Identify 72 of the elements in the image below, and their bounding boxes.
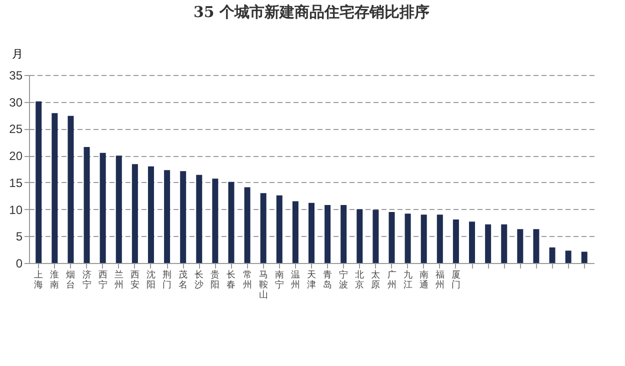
x-tick-label: 西宁 xyxy=(98,270,108,290)
bar xyxy=(581,252,588,263)
y-axis-title: 月 xyxy=(12,48,23,60)
y-tick-label: 20 xyxy=(9,149,23,164)
bar xyxy=(340,204,347,263)
bar xyxy=(372,210,379,263)
x-tick-label: 南宁 xyxy=(274,270,284,290)
x-tick-label: 长沙 xyxy=(194,270,204,290)
y-tick-label: 25 xyxy=(9,122,23,136)
bar xyxy=(132,164,138,263)
bar xyxy=(116,156,122,263)
bar xyxy=(100,152,106,263)
bar xyxy=(549,247,556,263)
x-tick-label: 贵阳 xyxy=(210,270,220,290)
x-tick-label: 西安 xyxy=(130,270,140,290)
bar xyxy=(52,113,58,263)
x-tick-label: 南通 xyxy=(419,270,428,290)
bar xyxy=(324,204,331,263)
bar xyxy=(212,178,218,263)
bar xyxy=(180,171,186,263)
bar xyxy=(84,146,90,263)
x-tick-label: 兰州 xyxy=(114,270,124,290)
bar xyxy=(196,174,202,263)
x-tick-label: 常州 xyxy=(242,270,252,290)
x-tick-label: 茂名 xyxy=(178,270,188,290)
x-tick-label: 太原 xyxy=(371,270,380,290)
bar xyxy=(244,187,250,263)
x-tick-label: 厦门 xyxy=(451,270,460,290)
y-tick-label: 30 xyxy=(9,95,23,110)
x-tick-label: 广州 xyxy=(387,270,396,290)
bar xyxy=(404,214,411,263)
bar xyxy=(420,214,427,263)
x-tick-label: 温州 xyxy=(290,270,300,290)
x-tick-label: 济宁 xyxy=(82,270,92,290)
x-tick-label: 北京 xyxy=(355,270,364,290)
bar xyxy=(501,224,508,263)
x-tick-label: 沈阳 xyxy=(146,270,156,290)
bar xyxy=(36,101,42,263)
bar xyxy=(164,170,170,263)
x-tick-label: 马鞍山 xyxy=(258,270,268,300)
y-tick-label: 0 xyxy=(16,256,23,270)
bar xyxy=(565,250,572,263)
bar xyxy=(517,229,524,263)
chart-title: 35 个城市新建商品住宅存销比排序 xyxy=(193,3,430,21)
bar xyxy=(68,116,74,263)
x-tick-label: 上海 xyxy=(34,270,44,290)
bar xyxy=(356,209,363,263)
x-tick-label: 天津 xyxy=(307,270,316,290)
bar xyxy=(148,166,154,263)
bar xyxy=(292,201,298,263)
bar xyxy=(469,222,476,263)
x-tick-label: 九江 xyxy=(403,270,412,290)
bar xyxy=(436,214,443,263)
x-tick-label: 宁波 xyxy=(339,270,348,290)
bar xyxy=(533,229,540,263)
bar xyxy=(260,193,266,263)
y-tick-label: 15 xyxy=(9,176,23,190)
bar xyxy=(485,224,492,263)
y-tick-label: 5 xyxy=(16,230,23,244)
bar xyxy=(452,219,459,263)
x-tick-label: 长春 xyxy=(226,270,236,290)
x-tick-label: 淮南 xyxy=(50,270,60,290)
bar xyxy=(308,202,314,263)
y-tick-label: 10 xyxy=(9,202,23,217)
x-tick-label: 荆门 xyxy=(162,270,172,290)
bar xyxy=(276,195,282,263)
bar xyxy=(388,212,395,263)
x-tick-label: 青岛 xyxy=(323,270,332,290)
y-tick-label: 35 xyxy=(9,68,23,82)
x-tick-label: 烟台 xyxy=(66,270,76,290)
x-tick-label: 福州 xyxy=(435,270,444,290)
bar xyxy=(228,182,234,263)
